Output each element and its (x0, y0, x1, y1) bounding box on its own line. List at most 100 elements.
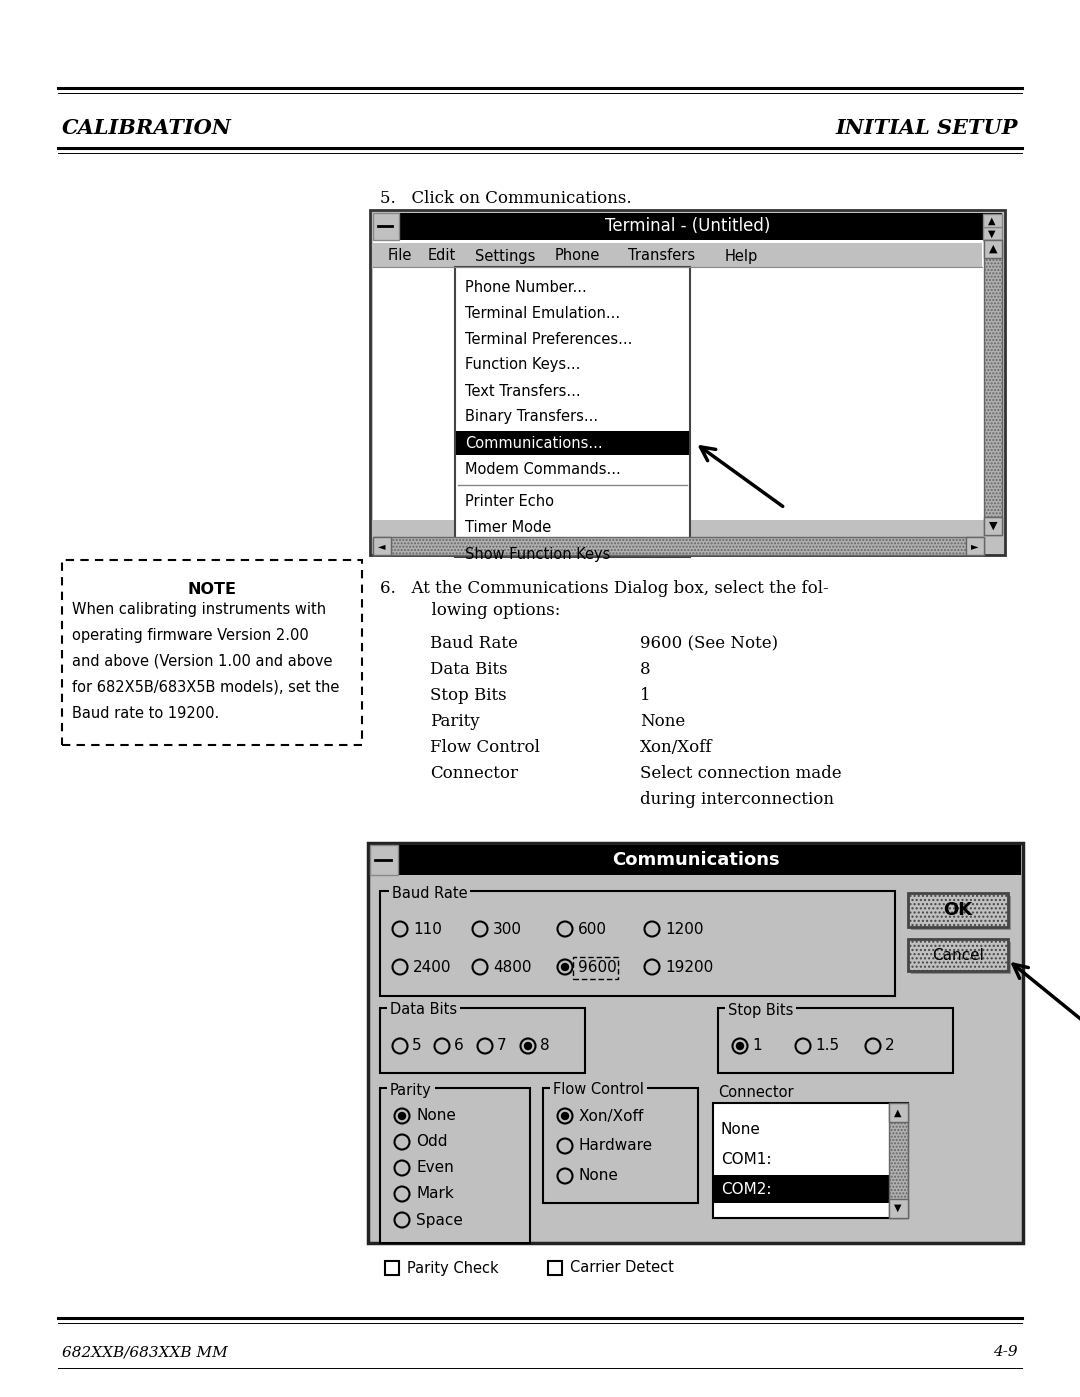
Bar (373, 536, 984, 555)
Bar (543, 1088, 698, 1203)
Text: Function Keys...: Function Keys... (465, 358, 580, 373)
Text: 1.5: 1.5 (815, 1038, 839, 1053)
Bar (912, 942, 1011, 974)
Text: 2400: 2400 (413, 960, 451, 975)
Text: Terminal Emulation...: Terminal Emulation... (465, 306, 620, 320)
Bar (373, 212, 399, 240)
Text: ▲: ▲ (894, 1108, 902, 1118)
Text: Phone Number...: Phone Number... (465, 279, 586, 295)
Text: 1: 1 (752, 1038, 761, 1053)
Text: INITIAL SETUP: INITIAL SETUP (836, 117, 1018, 138)
Circle shape (562, 964, 568, 971)
Bar (370, 210, 1005, 555)
Text: 8: 8 (540, 1038, 550, 1053)
Text: Parity: Parity (430, 712, 480, 731)
Text: Mark: Mark (416, 1186, 454, 1201)
Text: OK: OK (944, 901, 973, 919)
Text: lowing options:: lowing options: (400, 602, 561, 619)
Bar (373, 536, 391, 555)
Circle shape (399, 1112, 405, 1119)
Text: Baud Rate: Baud Rate (430, 636, 518, 652)
Bar (713, 1104, 908, 1218)
Text: 4800: 4800 (492, 960, 531, 975)
Bar (889, 1104, 908, 1122)
Text: Communications: Communications (611, 851, 780, 869)
Text: Terminal - (Untitled): Terminal - (Untitled) (605, 217, 770, 235)
Text: ▲: ▲ (988, 217, 996, 226)
Text: ▲: ▲ (989, 244, 997, 254)
Text: Printer Echo: Printer Echo (465, 495, 554, 510)
Text: Communications...: Communications... (465, 436, 603, 450)
Text: Settings: Settings (475, 249, 536, 264)
Bar (370, 845, 1021, 875)
Text: ▼: ▼ (989, 521, 997, 531)
Text: None: None (416, 1108, 456, 1123)
Bar (62, 560, 362, 745)
Text: 1200: 1200 (665, 922, 703, 936)
Text: Carrier Detect: Carrier Detect (570, 1260, 674, 1275)
Text: Help: Help (725, 249, 758, 264)
Bar (455, 267, 690, 557)
Bar (983, 214, 1002, 226)
Text: When calibrating instruments with: When calibrating instruments with (72, 602, 326, 617)
Text: 8: 8 (640, 661, 650, 678)
Text: Space: Space (416, 1213, 463, 1228)
Bar (384, 1261, 399, 1275)
Bar (984, 240, 1002, 535)
Text: Binary Transfers...: Binary Transfers... (465, 409, 598, 425)
Text: 1: 1 (640, 687, 650, 704)
Text: Flow Control: Flow Control (430, 739, 540, 756)
Text: Timer Mode: Timer Mode (465, 521, 551, 535)
Bar (912, 895, 1011, 930)
Text: ►: ► (971, 541, 978, 550)
Text: operating firmware Version 2.00: operating firmware Version 2.00 (72, 629, 309, 643)
Bar (368, 842, 1023, 1243)
Bar (718, 1009, 953, 1073)
Bar (380, 1009, 585, 1073)
Text: None: None (640, 712, 685, 731)
Text: Xon/Xoff: Xon/Xoff (579, 1108, 645, 1123)
Text: None: None (579, 1168, 619, 1183)
Text: 600: 600 (578, 922, 607, 936)
Text: None: None (721, 1122, 761, 1137)
Text: ◄: ◄ (378, 541, 386, 550)
Bar (373, 212, 1002, 240)
Text: 682XXB/683XXB MM: 682XXB/683XXB MM (62, 1345, 228, 1359)
Text: 300: 300 (492, 922, 522, 936)
Text: Baud Rate: Baud Rate (392, 886, 468, 901)
Text: Even: Even (416, 1161, 454, 1175)
Bar (573, 957, 618, 979)
Text: Flow Control: Flow Control (553, 1083, 644, 1098)
Bar (984, 517, 1002, 535)
Bar (373, 233, 984, 520)
Text: 4-9: 4-9 (994, 1345, 1018, 1359)
Bar (380, 891, 895, 996)
Text: 7: 7 (497, 1038, 507, 1053)
Text: ▼: ▼ (988, 229, 996, 239)
Text: 5.   Click on Communications.: 5. Click on Communications. (380, 190, 632, 207)
Text: Show Function Keys: Show Function Keys (465, 546, 610, 562)
Text: 6: 6 (454, 1038, 463, 1053)
Bar (456, 432, 689, 455)
Bar (908, 939, 1008, 971)
Bar (984, 240, 1002, 258)
Bar (889, 1104, 908, 1218)
Text: Terminal Preferences...: Terminal Preferences... (465, 331, 633, 346)
Text: Baud rate to 19200.: Baud rate to 19200. (72, 705, 219, 721)
Bar (62, 560, 362, 745)
Text: Connector: Connector (718, 1085, 794, 1099)
Text: File: File (388, 249, 413, 264)
Text: 6.   At the Communications Dialog box, select the fol-: 6. At the Communications Dialog box, sel… (380, 580, 828, 597)
Bar (548, 1261, 562, 1275)
Text: Transfers: Transfers (627, 249, 696, 264)
Bar (889, 1199, 908, 1218)
Text: Phone: Phone (555, 249, 600, 264)
Text: Connector: Connector (430, 766, 518, 782)
Text: Xon/Xoff: Xon/Xoff (640, 739, 713, 756)
Text: NOTE: NOTE (188, 583, 237, 597)
Text: Select connection made: Select connection made (640, 766, 841, 782)
Text: Modem Commands...: Modem Commands... (465, 461, 621, 476)
Text: Hardware: Hardware (579, 1139, 653, 1154)
Circle shape (562, 1112, 568, 1119)
Text: 9600 (See Note): 9600 (See Note) (640, 636, 778, 652)
